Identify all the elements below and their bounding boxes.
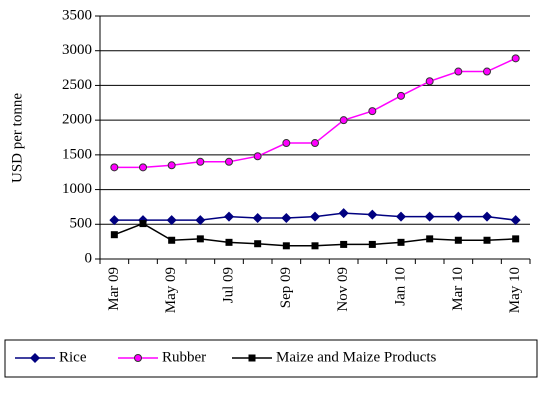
data-point [139, 220, 147, 228]
y-tick-label: 3000 [62, 42, 92, 58]
data-point [482, 211, 492, 222]
data-point [281, 213, 292, 224]
x-tick-label: Mar 10 [450, 267, 466, 311]
data-point [368, 240, 376, 248]
data-point [397, 238, 405, 246]
legend-label: Rice [59, 349, 87, 365]
data-point [510, 215, 521, 226]
data-point [396, 211, 406, 222]
data-point [454, 67, 463, 76]
data-point [167, 161, 176, 170]
data-point [483, 67, 491, 76]
data-point [310, 211, 320, 222]
data-point [225, 238, 233, 246]
data-point [368, 107, 377, 116]
data-point [311, 139, 319, 148]
data-point [253, 152, 262, 161]
data-point [166, 215, 177, 226]
y-tick-label: 1000 [62, 181, 92, 197]
data-point [367, 209, 378, 220]
data-point [282, 139, 291, 148]
data-point [511, 54, 520, 63]
data-point [339, 116, 348, 125]
data-point [425, 77, 434, 86]
data-point [311, 242, 319, 250]
data-point [252, 213, 263, 224]
legend-box [4, 339, 538, 378]
x-tick-label: May 09 [163, 267, 179, 313]
data-point [110, 231, 118, 239]
y-tick-label: 0 [85, 250, 93, 266]
data-point [338, 208, 349, 219]
legend-marker [30, 353, 40, 363]
y-tick-label: 500 [70, 216, 93, 232]
data-point [512, 235, 520, 243]
data-point [483, 236, 491, 244]
data-point [109, 215, 120, 226]
y-axis-label: USD per tonne [9, 93, 25, 183]
y-tick-label: 2000 [62, 112, 92, 128]
data-point [110, 163, 119, 172]
legend-label: Rubber [162, 349, 206, 365]
data-point [424, 211, 435, 222]
x-tick-label: Mar 09 [106, 267, 122, 311]
x-tick-label: Sep 09 [278, 267, 294, 308]
x-tick-label: Nov 09 [335, 267, 351, 312]
data-point [196, 235, 204, 243]
data-point [282, 242, 290, 250]
y-tick-label: 2500 [62, 77, 92, 93]
data-point [397, 91, 405, 100]
x-tick-label: Jul 09 [220, 267, 236, 303]
y-tick-label: 1500 [62, 146, 92, 162]
legend-marker [248, 354, 256, 362]
data-point [195, 215, 206, 226]
data-point [453, 211, 464, 222]
data-point [340, 240, 348, 248]
data-point [224, 211, 234, 222]
data-point [139, 163, 147, 172]
x-tick-label: Jan 10 [392, 267, 408, 306]
data-point [254, 240, 262, 248]
series-line [114, 57, 516, 169]
legend-marker [134, 354, 142, 362]
data-point [168, 236, 176, 244]
legend-label: Maize and Maize Products [276, 349, 437, 365]
data-point [454, 236, 462, 244]
data-point [225, 157, 233, 166]
data-point [426, 235, 434, 243]
data-point [196, 157, 205, 166]
y-tick-label: 3500 [62, 7, 92, 23]
x-tick-label: May 10 [507, 267, 523, 313]
